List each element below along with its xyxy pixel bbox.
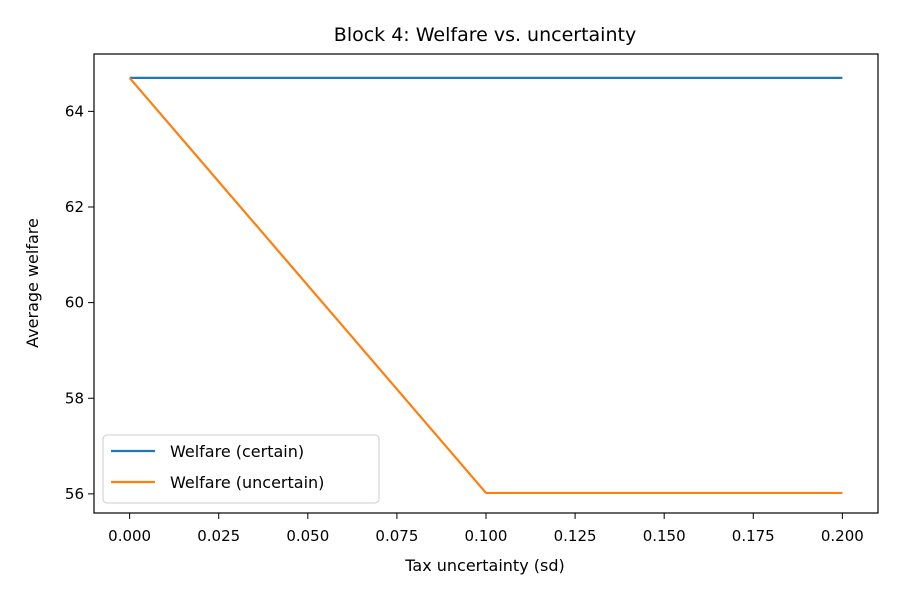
x-tick-label: 0.175 bbox=[732, 527, 775, 545]
x-tick-label: 0.050 bbox=[286, 527, 329, 545]
series-layer bbox=[128, 76, 843, 495]
legend-label-certain: Welfare (certain) bbox=[170, 442, 304, 461]
series-line-uncertain bbox=[128, 77, 843, 495]
x-tick-label: 0.200 bbox=[821, 527, 864, 545]
y-tick-label: 56 bbox=[65, 485, 84, 503]
y-tick-label: 58 bbox=[65, 389, 84, 407]
legend-box bbox=[102, 434, 380, 504]
x-tick-label: 0.000 bbox=[108, 527, 151, 545]
y-axis-ticks: 56 58 60 62 64 bbox=[65, 102, 94, 503]
y-tick-label: 64 bbox=[65, 102, 84, 120]
legend-label-uncertain: Welfare (uncertain) bbox=[170, 473, 324, 492]
y-tick-label: 62 bbox=[65, 198, 84, 216]
x-tick-label: 0.125 bbox=[554, 527, 597, 545]
x-tick-label: 0.100 bbox=[465, 527, 508, 545]
x-tick-label: 0.025 bbox=[197, 527, 240, 545]
chart-title: Block 4: Welfare vs. uncertainty bbox=[334, 24, 636, 46]
x-axis-label: Tax uncertainty (sd) bbox=[404, 556, 564, 575]
x-axis-ticks: 0.000 0.025 0.050 0.075 0.100 0.125 0.150 0.175… bbox=[108, 513, 864, 545]
y-axis-label: Average welfare bbox=[23, 218, 42, 348]
x-tick-label: 0.150 bbox=[643, 527, 686, 545]
x-tick-label: 0.075 bbox=[375, 527, 418, 545]
y-tick-label: 60 bbox=[65, 294, 84, 312]
legend: Welfare (certain) Welfare (uncertain) bbox=[102, 434, 380, 504]
plot-frame bbox=[93, 53, 879, 514]
